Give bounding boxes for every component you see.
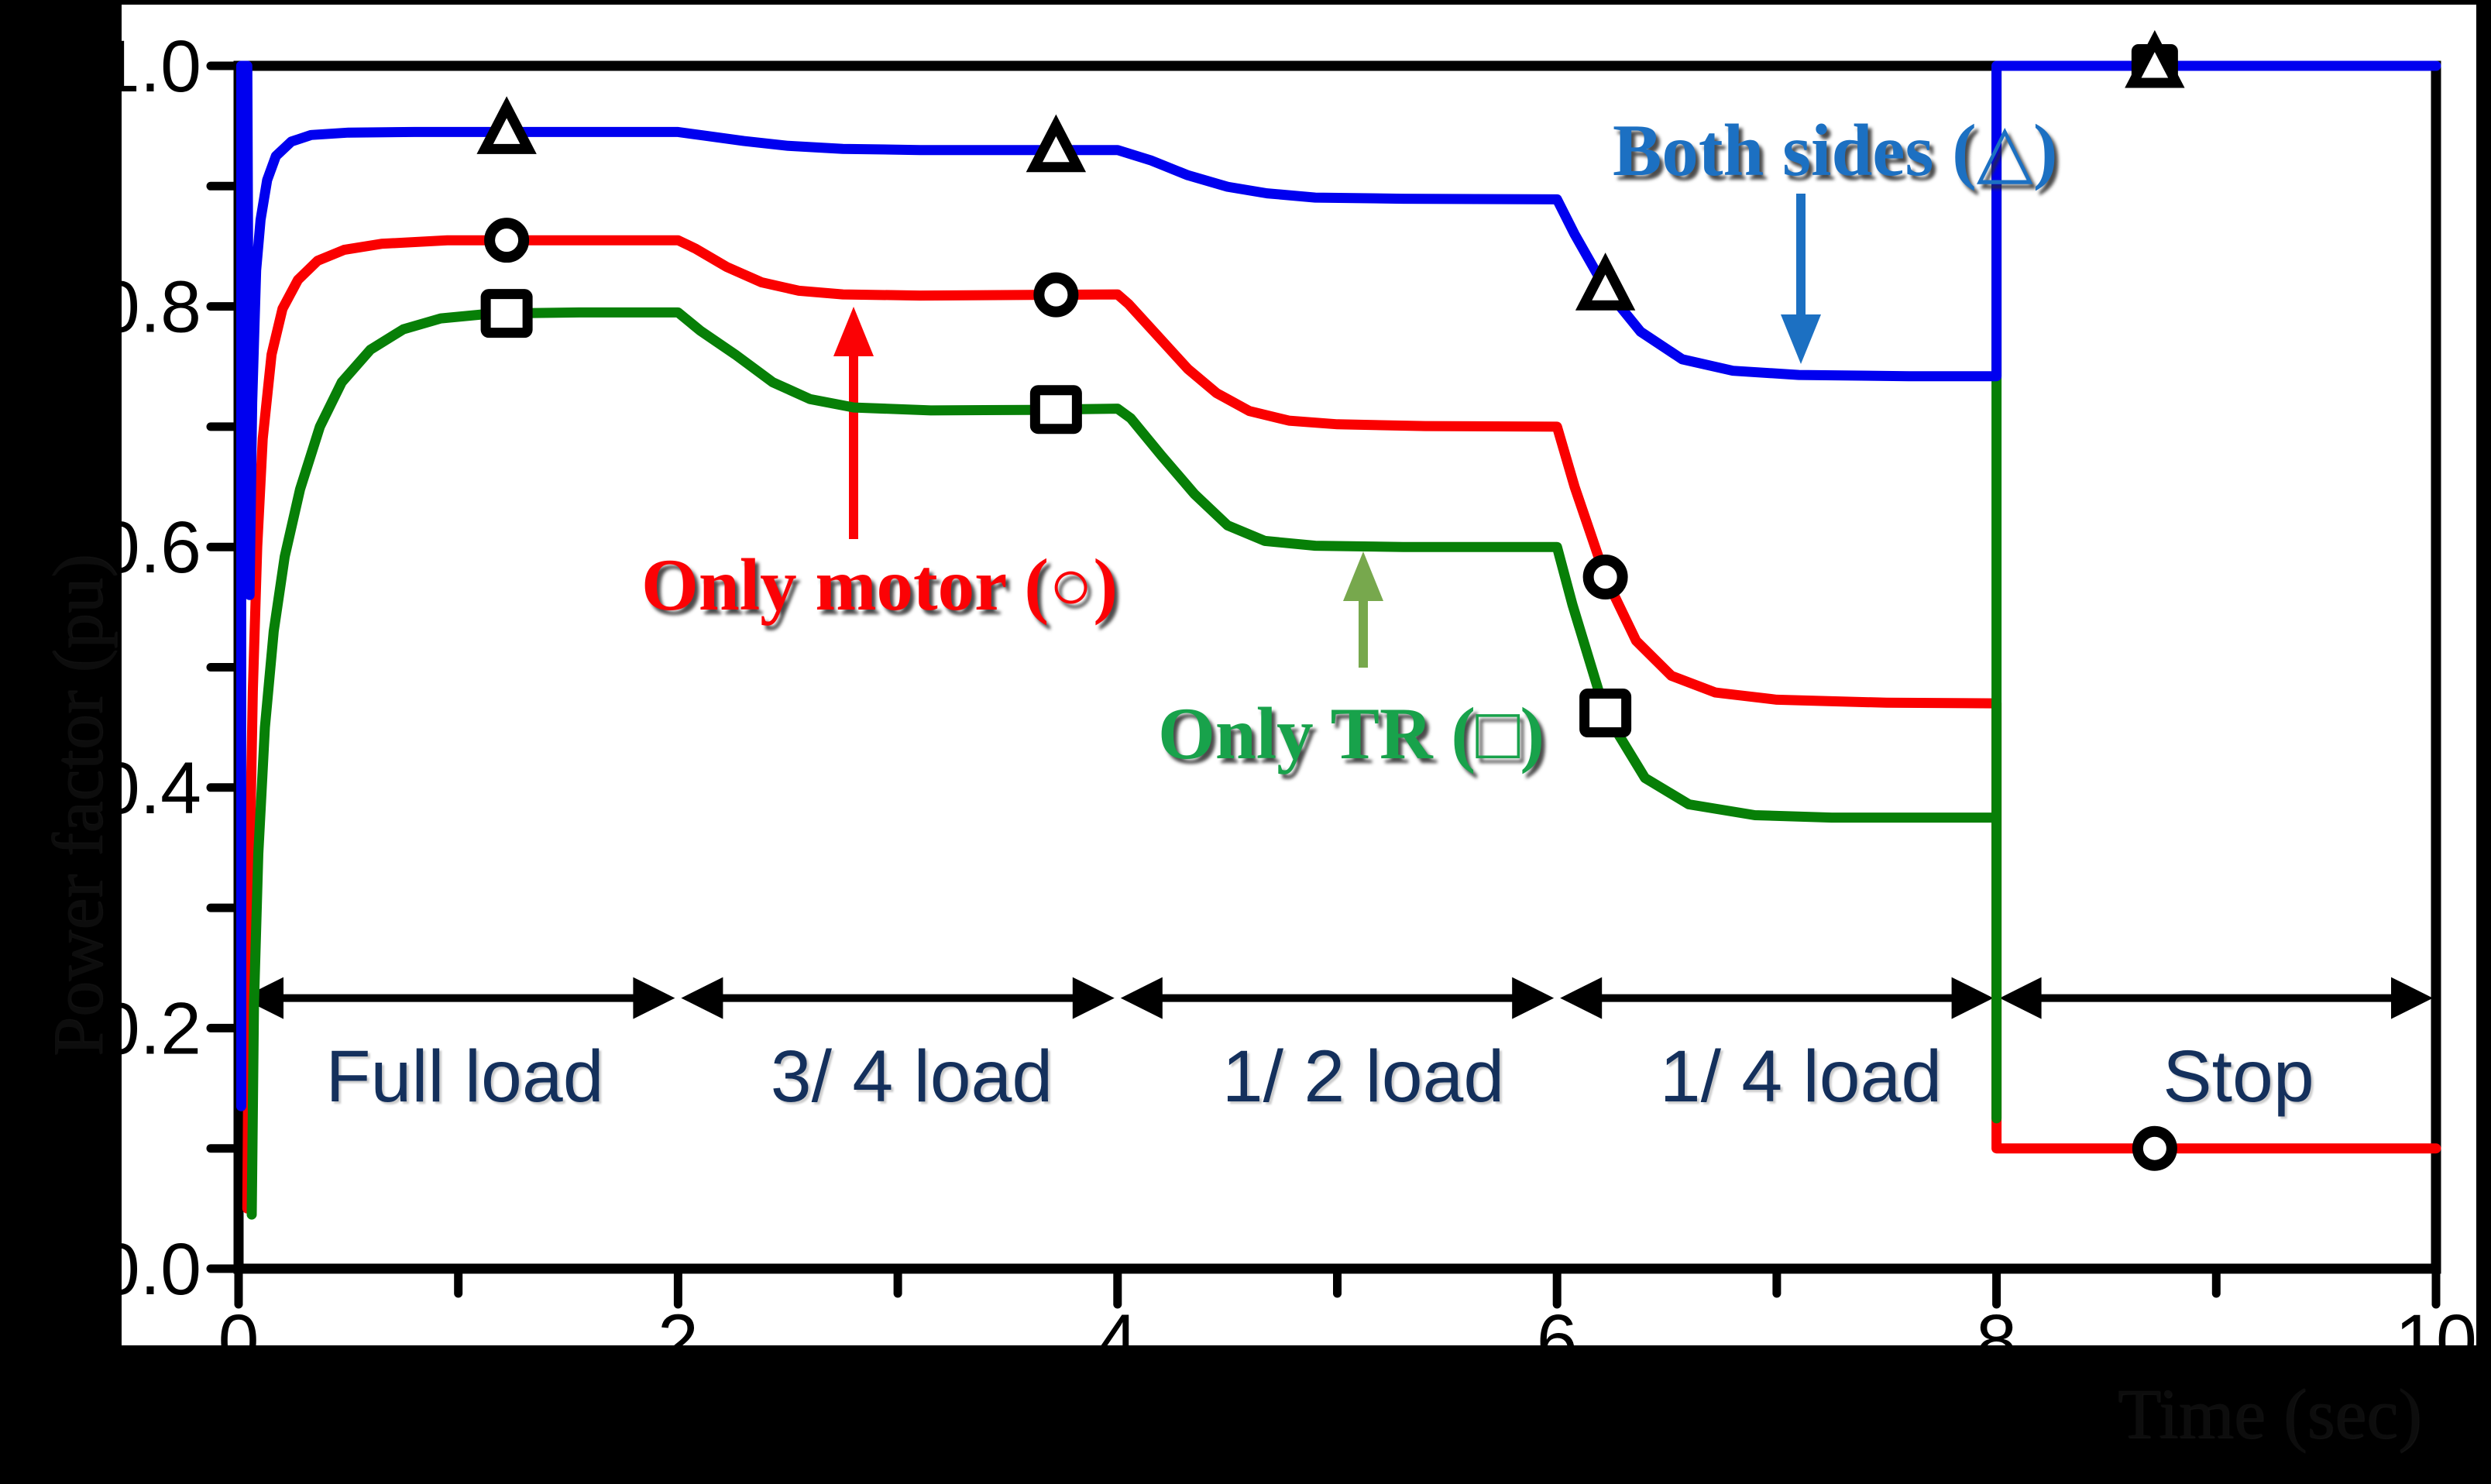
y-tick-label: 0.0 bbox=[99, 1228, 201, 1311]
only-motor-arrowhead bbox=[833, 307, 874, 356]
curve-only-tr bbox=[246, 60, 2441, 1220]
x-tick-label: 4 bbox=[1097, 1300, 1138, 1382]
marker-triangle bbox=[2125, 29, 2185, 88]
arrowhead-left bbox=[1120, 977, 1163, 1019]
only-tr-arrowhead bbox=[1343, 551, 1383, 601]
x-tick-label: 6 bbox=[1537, 1300, 1578, 1382]
arrowhead-right bbox=[633, 977, 675, 1019]
arrowhead-right bbox=[1951, 977, 1994, 1019]
marker-circle bbox=[1033, 272, 1079, 318]
arrowhead-right bbox=[1512, 977, 1555, 1019]
marker-circle bbox=[2132, 1125, 2177, 1171]
y-tick-label: 0.2 bbox=[99, 988, 201, 1070]
marker-square bbox=[1029, 385, 1082, 435]
marker-square bbox=[1579, 689, 1632, 738]
arrowhead-left bbox=[681, 977, 723, 1019]
y-tick-label: 0.4 bbox=[99, 747, 201, 830]
curve-both-sides bbox=[235, 60, 2441, 1111]
arrowhead-left bbox=[1999, 977, 2042, 1019]
x-tick-label: 8 bbox=[1976, 1300, 2017, 1382]
marker-circle bbox=[1582, 555, 1628, 600]
marker-circle bbox=[484, 218, 530, 263]
arrowhead-right bbox=[1072, 977, 1115, 1019]
marker-square bbox=[480, 289, 533, 338]
y-tick-label: 0.6 bbox=[99, 507, 201, 589]
both-sides-arrowhead bbox=[1781, 314, 1821, 364]
marker-triangle bbox=[1026, 114, 1087, 173]
marker-triangle bbox=[476, 96, 537, 154]
arrowhead-left bbox=[242, 977, 283, 1019]
arrowhead-left bbox=[1560, 977, 1603, 1019]
x-tick-label: 2 bbox=[658, 1300, 699, 1382]
y-tick-label: 1.0 bbox=[99, 26, 201, 108]
x-tick-label: 0 bbox=[218, 1300, 259, 1382]
x-tick-label: 10 bbox=[2395, 1300, 2477, 1382]
arrowhead-right bbox=[2391, 977, 2433, 1019]
y-tick-label: 0.8 bbox=[99, 266, 201, 349]
marker-triangle bbox=[1575, 252, 1636, 311]
